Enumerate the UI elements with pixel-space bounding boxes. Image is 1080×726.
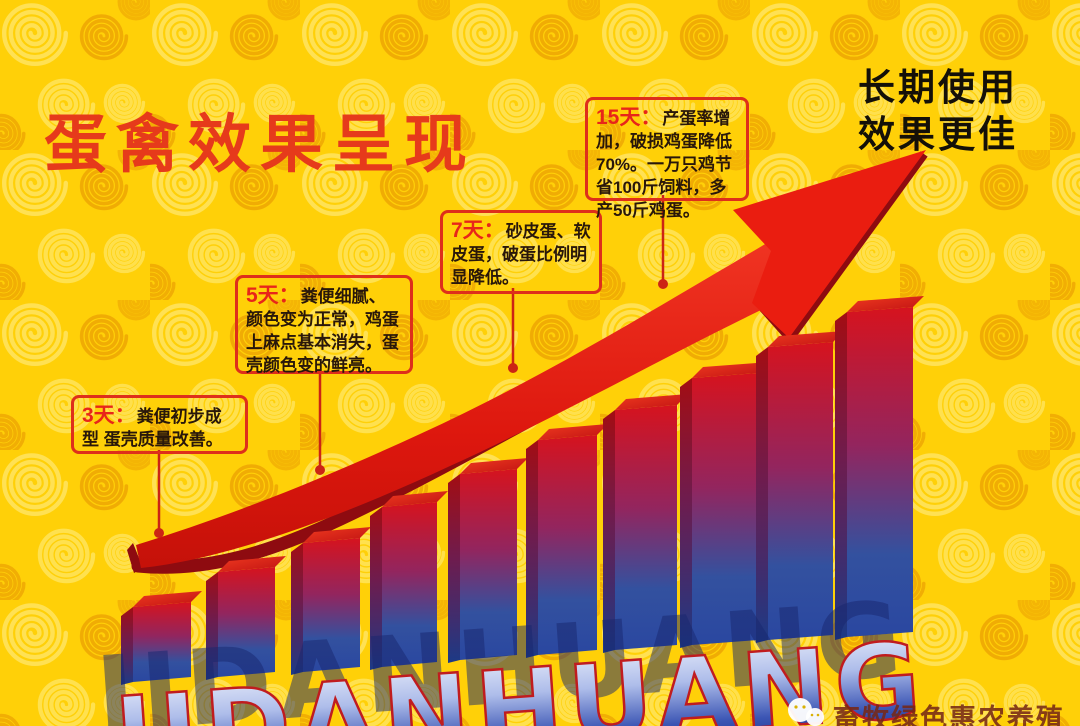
bar-side-face — [603, 410, 615, 653]
callout-text: 砂皮蛋、软皮蛋，破蛋比例明显降低。 — [451, 222, 591, 287]
bar-front-face — [460, 469, 517, 660]
bar-series — [121, 296, 924, 685]
wechat-icon — [788, 698, 824, 726]
leader-dot — [154, 528, 164, 538]
bar-side-face — [835, 312, 847, 640]
bar-side-face — [206, 572, 218, 680]
bar-side-face — [756, 347, 768, 643]
bar-side-face — [448, 474, 460, 663]
callout-day-label: 5天： — [246, 284, 300, 307]
poster-title: 蛋禽效果呈现 — [44, 110, 476, 180]
bar-front-face — [692, 373, 758, 645]
watermark: 畜牧绿色惠农养殖 — [786, 697, 1065, 726]
callout-text: 粪便初步成型 蛋壳质量改善。 — [82, 407, 223, 449]
bar-front-face — [303, 538, 360, 672]
tagline-line-2: 效果更佳 — [858, 114, 1018, 155]
bar-front-face — [847, 307, 913, 637]
bar-top-face — [538, 424, 608, 440]
bar-top-face — [692, 362, 769, 378]
bar-side-face — [370, 507, 382, 670]
bar-side-face — [121, 607, 133, 685]
tagline-line-1: 长期使用 — [858, 67, 1018, 108]
bar-top-face — [133, 591, 202, 607]
bar-front-face — [133, 602, 191, 682]
bar-top-face — [382, 491, 448, 507]
callout-7-days: 7天：砂皮蛋、软皮蛋，破蛋比例明显降低。 — [440, 210, 602, 294]
callout-15-days: 15天：产蛋率增加，破损鸡蛋降低70%。一万只鸡节省100斤饲料，多产50斤鸡蛋… — [585, 97, 749, 220]
watermark-text: 畜牧绿色惠农养殖 — [833, 704, 1065, 726]
bar-front-face — [382, 502, 437, 667]
arrow-tail-end — [127, 543, 143, 573]
leader-dot — [508, 363, 518, 373]
bar-front-face — [218, 567, 275, 677]
callout-5-days: 5天：粪便细腻、颜色变为正常，鸡蛋上麻点基本消失，蛋壳颜色变的鲜亮。 — [235, 275, 413, 375]
bar-front-face — [538, 435, 597, 655]
leader-dot — [315, 465, 325, 475]
callout-day-label: 7天： — [451, 219, 505, 242]
bar-top-face — [615, 394, 688, 410]
callout-day-label: 15天： — [596, 106, 662, 129]
bar-front-face — [615, 405, 677, 650]
callout-3-days: 3天：粪便初步成型 蛋壳质量改善。 — [71, 395, 248, 454]
tagline: 长期使用 效果更佳 — [858, 64, 1018, 158]
bar-front-face — [768, 342, 833, 640]
bar-side-face — [291, 543, 303, 675]
bar-top-face — [847, 296, 924, 312]
bar-side-face — [680, 378, 692, 648]
callout-leaders — [154, 195, 668, 538]
callout-day-label: 3天： — [82, 404, 136, 427]
bar-top-face — [460, 458, 528, 474]
bar-top-face — [768, 331, 844, 347]
arrow-shaft — [136, 240, 786, 568]
leader-dot — [658, 279, 668, 289]
arrowhead — [733, 150, 926, 338]
callout-text: 粪便细腻、颜色变为正常，鸡蛋上麻点基本消失，蛋壳颜色变的鲜亮。 — [246, 287, 399, 375]
bar-top-face — [303, 527, 371, 543]
bar-top-face — [218, 556, 286, 572]
callout-text: 产蛋率增加，破损鸡蛋降低70%。一万只鸡节省100斤饲料，多产50斤鸡蛋。 — [596, 109, 733, 220]
bar-side-face — [526, 440, 538, 658]
